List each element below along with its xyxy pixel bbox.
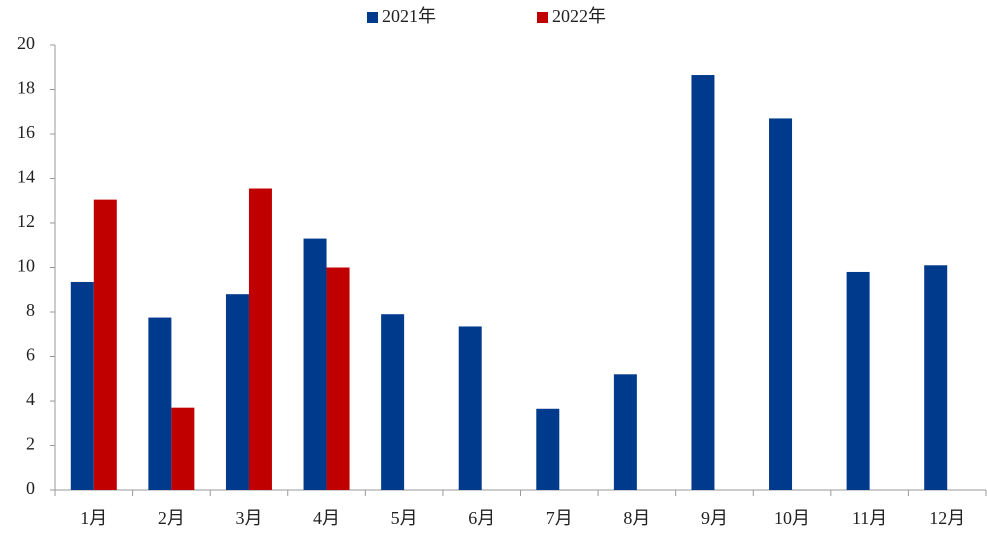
y-tick-label: 2 [26, 434, 35, 454]
bar [248, 188, 272, 490]
bar [225, 294, 249, 490]
y-tick-label: 6 [26, 345, 35, 365]
y-tick-label: 4 [26, 389, 35, 409]
y-tick-label: 10 [17, 256, 35, 276]
bar [148, 317, 172, 490]
bar [171, 407, 195, 490]
x-tick-label: 11月 [852, 508, 887, 528]
x-tick-label: 1月 [80, 508, 107, 528]
legend-label: 2022年 [552, 6, 606, 26]
bar [326, 267, 350, 490]
bar [70, 281, 94, 490]
bar [846, 271, 870, 490]
bar [769, 118, 793, 491]
y-tick-label: 0 [26, 478, 35, 498]
x-tick-label: 8月 [623, 508, 650, 528]
y-tick-label: 18 [17, 78, 35, 98]
x-tick-label: 3月 [235, 508, 262, 528]
bar [303, 238, 327, 490]
bar [93, 199, 117, 490]
y-tick-label: 20 [17, 33, 35, 53]
y-tick-label: 16 [17, 122, 35, 142]
x-tick-label: 7月 [546, 508, 573, 528]
y-tick-label: 12 [17, 211, 35, 231]
x-tick-label: 9月 [701, 508, 728, 528]
bar [691, 75, 715, 490]
bar [924, 265, 948, 490]
y-tick-label: 8 [26, 300, 35, 320]
x-tick-label: 6月 [468, 508, 495, 528]
x-tick-label: 5月 [391, 508, 418, 528]
bar [458, 326, 482, 490]
legend-swatch [537, 12, 548, 23]
x-tick-label: 10月 [774, 508, 810, 528]
bar [613, 374, 637, 490]
x-tick-label: 12月 [929, 508, 965, 528]
legend-label: 2021年 [382, 6, 436, 26]
x-tick-label: 2月 [158, 508, 185, 528]
legend-swatch [367, 12, 378, 23]
bar [381, 314, 405, 490]
bar [536, 408, 560, 490]
x-tick-label: 4月 [313, 508, 340, 528]
y-tick-label: 14 [17, 167, 35, 187]
